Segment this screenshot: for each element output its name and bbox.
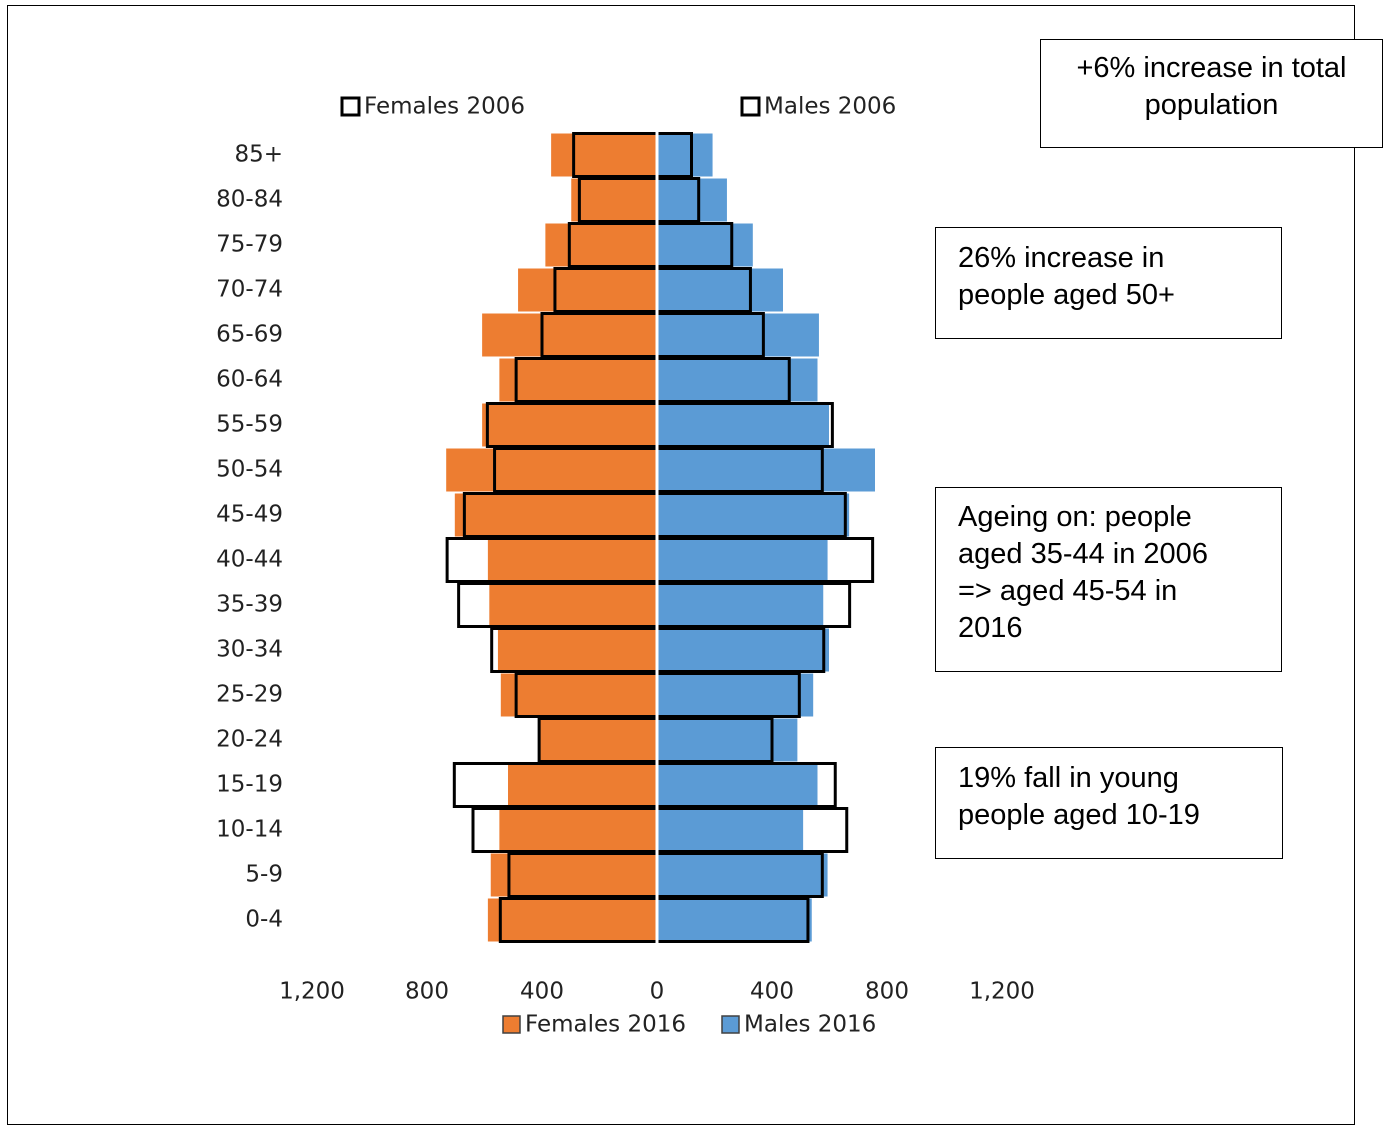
category-label: 80-84 xyxy=(216,187,283,213)
legend-label: Males 2006 xyxy=(764,94,896,120)
x-tick-label: 1,200 xyxy=(279,979,345,1005)
annotation-line: 26% increase in xyxy=(958,242,1165,274)
annotation-line: people aged 10-19 xyxy=(958,799,1200,831)
category-label: 45-49 xyxy=(216,502,283,528)
bar-females-2016 xyxy=(507,762,658,808)
category-label: 85+ xyxy=(234,142,283,168)
category-label: 55-59 xyxy=(216,412,283,438)
category-label: 15-19 xyxy=(216,772,283,798)
x-tick-label: 800 xyxy=(865,979,909,1005)
category-label: 40-44 xyxy=(216,547,283,573)
annotation-total-population: +6% increase in total population xyxy=(1040,39,1383,148)
annotation-aged-50-plus: 26% increase in people aged 50+ xyxy=(935,227,1282,339)
category-label: 25-29 xyxy=(216,682,283,708)
annotation-line: => aged 45-54 in xyxy=(958,575,1178,607)
category-label: 60-64 xyxy=(216,367,283,393)
bar-males-2016 xyxy=(656,132,714,178)
bar-males-2016 xyxy=(656,492,851,538)
category-label: 75-79 xyxy=(216,232,283,258)
bar-females-2016 xyxy=(489,852,658,898)
category-label: 35-39 xyxy=(216,592,283,618)
category-label: 10-14 xyxy=(216,817,283,843)
bar-males-2016 xyxy=(656,222,754,268)
annotation-line: aged 35-44 in 2006 xyxy=(958,538,1208,570)
legend-swatch xyxy=(340,96,361,117)
bar-females-2016 xyxy=(544,222,658,268)
bar-males-2016 xyxy=(656,537,829,583)
legend-swatch xyxy=(502,1015,521,1034)
x-tick-label: 0 xyxy=(650,979,665,1005)
legend-label: Females 2006 xyxy=(364,94,525,120)
bar-males-2016 xyxy=(656,717,799,763)
bar-males-2016 xyxy=(656,177,728,223)
legend-swatch xyxy=(721,1015,740,1034)
bar-males-2016 xyxy=(656,582,825,628)
bar-females-2016 xyxy=(453,492,658,538)
category-label: 30-34 xyxy=(216,637,283,663)
bar-males-2016 xyxy=(656,357,819,403)
bar-females-2016 xyxy=(498,357,658,403)
bar-females-2016 xyxy=(445,447,658,493)
bar-males-2016 xyxy=(656,807,805,853)
category-label: 70-74 xyxy=(216,277,283,303)
annotation-ageing-on: Ageing on: people aged 35-44 in 2006 => … xyxy=(935,487,1282,672)
category-label: 20-24 xyxy=(216,727,283,753)
legend-label: Males 2016 xyxy=(744,1012,876,1038)
annotation-line: 2016 xyxy=(958,612,1023,644)
bar-females-2016 xyxy=(481,312,658,358)
category-label: 5-9 xyxy=(245,862,283,888)
annotation-young-people: 19% fall in young people aged 10-19 xyxy=(935,747,1283,859)
x-tick-label: 400 xyxy=(750,979,794,1005)
annotation-line: +6% increase in total xyxy=(1076,52,1347,84)
legend-swatch xyxy=(740,96,761,117)
annotation-line: population xyxy=(1144,89,1279,121)
bar-females-2016 xyxy=(498,807,658,853)
category-label: 50-54 xyxy=(216,457,283,483)
bar-females-2016 xyxy=(481,402,658,448)
bar-males-2016 xyxy=(656,402,830,448)
category-label: 65-69 xyxy=(216,322,283,348)
bar-males-2016 xyxy=(656,447,876,493)
annotation-line: people aged 50+ xyxy=(958,279,1175,311)
legend-label: Females 2016 xyxy=(525,1012,686,1038)
x-tick-label: 1,200 xyxy=(969,979,1035,1005)
bar-females-2016 xyxy=(550,132,658,178)
annotation-line: Ageing on: people xyxy=(958,501,1192,533)
x-tick-label: 800 xyxy=(405,979,449,1005)
bar-males-2016 xyxy=(656,897,813,943)
bar-males-2016 xyxy=(656,852,829,898)
bar-females-2016 xyxy=(488,582,658,628)
annotation-line: 19% fall in young xyxy=(958,762,1179,794)
x-tick-label: 400 xyxy=(520,979,564,1005)
bar-females-2016 xyxy=(486,897,658,943)
bar-males-2016 xyxy=(656,267,784,313)
bar-females-2016 xyxy=(486,537,658,583)
bar-females-2016 xyxy=(496,627,658,673)
bar-females-2016 xyxy=(517,267,658,313)
bar-males-2016 xyxy=(656,627,830,673)
bar-females-2016 xyxy=(570,177,658,223)
bar-females-2016 xyxy=(499,672,658,718)
bar-females-2016 xyxy=(537,717,658,763)
category-label: 0-4 xyxy=(245,907,283,933)
bar-males-2016 xyxy=(656,672,815,718)
bar-males-2016 xyxy=(656,762,819,808)
bar-males-2016 xyxy=(656,312,820,358)
